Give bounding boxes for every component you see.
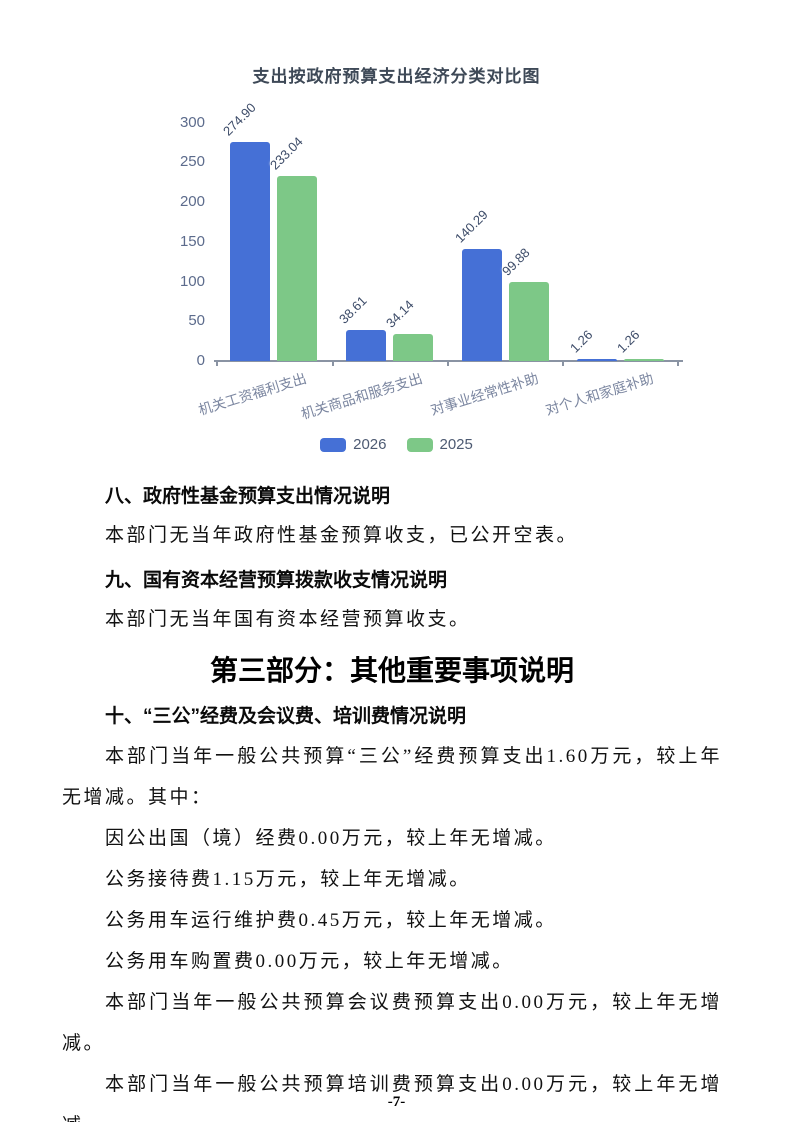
body-paragraph: 公务用车运行维护费0.45万元，较上年无增减。: [105, 910, 557, 931]
legend-swatch-icon: [406, 437, 433, 452]
bar-2025: [509, 281, 549, 361]
section-10-paragraphs: 本部门当年一般公共预算“三公”经费预算支出1.60万元，较上年无增减。其中： 因公…: [62, 736, 722, 1122]
page-number: -7-: [387, 1094, 406, 1110]
bar-2026: [346, 330, 386, 361]
bar-value-label: 1.26: [613, 327, 643, 356]
legend-label: 2025: [439, 436, 473, 453]
y-axis-tick-label: 300: [179, 113, 205, 131]
bar-chart: 0 50 100 150 200 250 300 274.90 38.61 140.29 1.26 2…: [0, 0, 793, 480]
x-axis-tick: [677, 361, 679, 366]
section-10-heading: 十、“三公”经费及会议费、培训费情况说明: [105, 706, 467, 727]
x-axis-category-label: 机关工资福利支出: [196, 369, 309, 418]
legend-item-2025: 2025: [406, 436, 473, 453]
body-paragraph: 本部门当年一般公共预算会议费预算支出0.00万元，较上年无增减。: [62, 992, 722, 1054]
bar-2026: [230, 142, 270, 361]
legend-swatch-icon: [320, 437, 347, 452]
legend-label: 2026: [353, 436, 387, 453]
x-axis-tick: [216, 361, 218, 366]
x-axis-tick: [562, 361, 564, 366]
y-axis-tick-label: 250: [179, 153, 205, 171]
y-axis-tick-label: 100: [179, 272, 205, 290]
y-axis-tick-label: 150: [179, 232, 205, 250]
bar-value-label: 140.29: [451, 207, 491, 247]
x-axis-tick: [447, 361, 449, 366]
body-paragraph: 公务接待费1.15万元，较上年无增减。: [105, 869, 471, 890]
y-axis-tick-label: 200: [179, 193, 205, 210]
body-paragraph: 公务用车购置费0.00万元，较上年无增减。: [105, 951, 514, 972]
body-paragraph: 因公出国（境）经费0.00万元，较上年无增减。: [105, 828, 557, 849]
body-paragraph: 本部门当年一般公共预算培训费预算支出0.00万元，较上年无增减。: [62, 1074, 722, 1122]
bar-2025: [277, 175, 317, 361]
bar-value-label: 38.61: [335, 293, 370, 327]
chart-title: 支出按政府预算支出经济分类对比图: [252, 67, 541, 86]
section-9-body: 本部门无当年国有资本经营预算收支。: [105, 609, 471, 630]
section-8-heading: 八、政府性基金预算支出情况说明: [105, 486, 391, 507]
bar-2025: [624, 359, 664, 361]
bar-value-label: 1.26: [566, 327, 596, 356]
bar-value-label: 99.88: [498, 244, 533, 279]
section-8-body: 本部门无当年政府性基金预算收支，已公开空表。: [105, 525, 579, 546]
section-9-heading: 九、国有资本经营预算拨款收支情况说明: [105, 570, 448, 591]
chart-legend: 2026 2025: [0, 436, 793, 453]
legend-item-2026: 2026: [320, 436, 387, 453]
y-axis-tick-label: 0: [196, 352, 205, 369]
bar-value-label: 274.90: [219, 100, 259, 140]
x-axis-category-label: 对事业经常性补助: [428, 369, 541, 418]
bar-value-label: 233.04: [266, 133, 306, 173]
x-axis-category-label: 对个人和家庭补助: [543, 369, 656, 418]
bar-2025: [393, 333, 433, 361]
bar-value-label: 34.14: [382, 296, 417, 331]
y-axis-tick-label: 50: [188, 312, 205, 330]
x-axis-category-label: 机关商品和服务支出: [299, 369, 425, 423]
bar-2026: [577, 359, 617, 361]
body-paragraph: 本部门当年一般公共预算“三公”经费预算支出1.60万元，较上年无增减。其中：: [62, 746, 722, 808]
part-3-heading: 第三部分：其他重要事项说明: [209, 655, 574, 686]
document-body: 八、政府性基金预算支出情况说明 本部门无当年政府性基金预算收支，已公开空表。 九…: [62, 484, 722, 1122]
x-axis-tick: [332, 361, 334, 366]
bar-2026: [462, 249, 502, 361]
